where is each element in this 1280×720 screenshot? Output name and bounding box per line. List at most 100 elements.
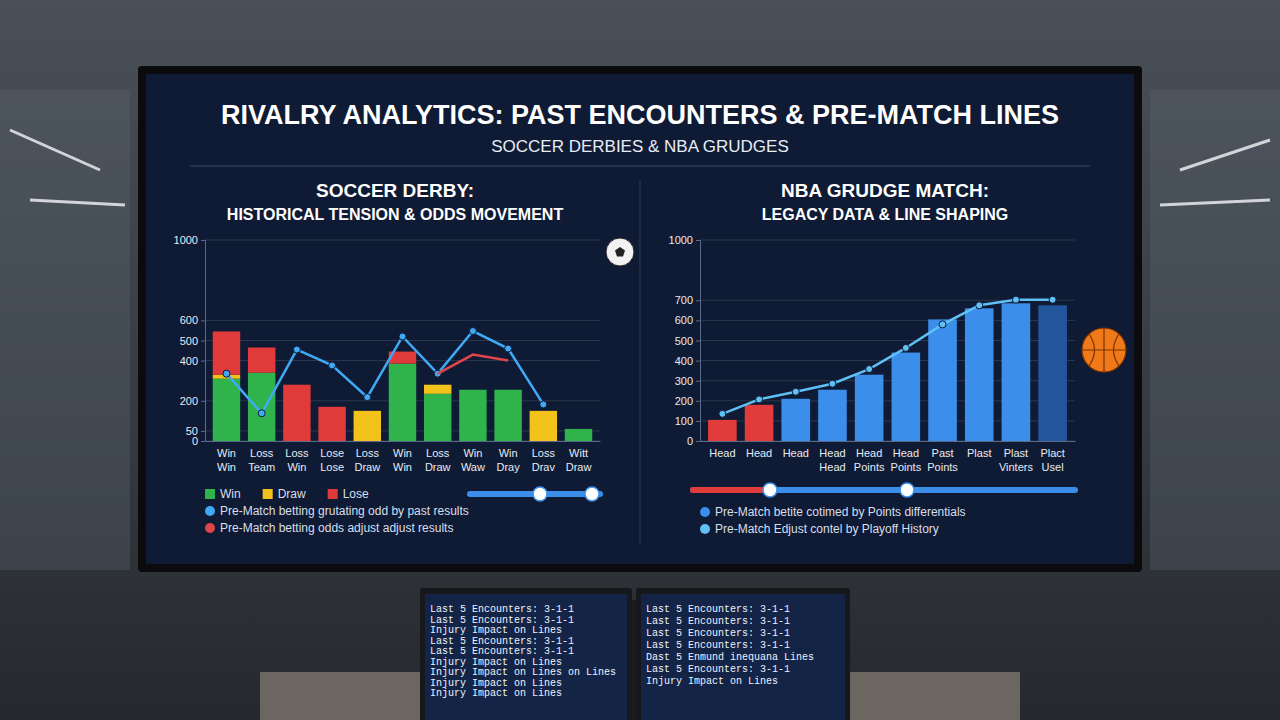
tick-label: Head: [819, 461, 845, 473]
bar: [855, 375, 884, 441]
tick-label: Points: [927, 461, 958, 473]
tick-label: Loss: [285, 447, 309, 459]
monitor-screen: [425, 594, 627, 720]
tick-label: Points: [854, 461, 885, 473]
tick-label: 400: [180, 355, 198, 367]
tick-label: 500: [180, 335, 198, 347]
tick: LoseLose: [320, 441, 344, 473]
tick: Head Points: [854, 441, 885, 473]
panel-title: SOCCER DERBY:: [316, 180, 474, 201]
ball-body: [1082, 328, 1126, 372]
line-marker: [829, 380, 836, 387]
tick-label: Witt: [569, 447, 588, 459]
tick-label: Team: [248, 461, 275, 473]
y-axis: 01002003004005006007001000: [669, 234, 701, 447]
tick-label: Past: [932, 447, 954, 459]
tick: LossWin: [285, 441, 309, 473]
tick-label: Draw: [425, 461, 451, 473]
bar: [424, 384, 451, 385]
tick-label: Loss: [356, 447, 380, 459]
line-marker: [329, 362, 336, 369]
bar: [1002, 303, 1031, 441]
bar: [283, 385, 310, 441]
bar: [1038, 305, 1067, 441]
tick-label: Head: [856, 447, 882, 459]
ball-patch: [615, 247, 625, 257]
bar: [818, 390, 847, 441]
monitor-line: Injury Impact on Lines: [646, 676, 778, 687]
tick-mark: [696, 240, 700, 241]
tick-label: 600: [180, 314, 198, 326]
monitor-line: Injury Impact on Lines on Lines: [430, 667, 616, 678]
tick-label: 50: [186, 425, 198, 437]
tick-mark: [696, 300, 700, 301]
tick: WinDray: [496, 441, 520, 473]
tick-label: Plast: [1004, 447, 1028, 459]
tick-label: Waw: [461, 461, 485, 473]
monitor-screen: [641, 594, 845, 720]
tick: LossDraw: [354, 441, 380, 473]
bar: [530, 410, 557, 411]
line: [438, 355, 508, 374]
bar: [354, 410, 381, 411]
slider-track: [693, 487, 1075, 493]
monitor-line: Last 5 Encounters: 3-1-1: [430, 615, 574, 626]
tick-mark: [201, 341, 205, 342]
tick: Head: [709, 441, 735, 459]
line-marker: [939, 321, 946, 328]
slider-track-red: [693, 487, 770, 493]
tick-label: 400: [675, 355, 693, 367]
tick: 200: [180, 395, 205, 407]
tick-label: 300: [675, 375, 693, 387]
monitor-line: Last 5 Encounters: 3-1-1: [646, 664, 790, 675]
grid-line: [205, 240, 600, 241]
line-marker: [792, 388, 799, 395]
x-axis: HeadHeadHeadHeadHeadHeadPointsHeadPoints…: [701, 441, 1076, 473]
legend-label: Draw: [278, 487, 306, 501]
tick: LossTeam: [248, 441, 275, 473]
tick-label: Plast: [967, 447, 991, 459]
legend-label: Pre-Match betite cotimed by Points diffe…: [715, 505, 966, 519]
bar: [389, 364, 416, 441]
tick: WinWin: [393, 441, 412, 473]
tick: 400: [675, 355, 700, 367]
monitor-line: Last 5 Encounters: 3-1-1: [646, 628, 790, 639]
tick: 400: [180, 355, 205, 367]
marks: [213, 328, 593, 441]
tick: 500: [180, 335, 205, 347]
bar: [565, 429, 592, 441]
line-marker: [469, 328, 476, 335]
tick: WinWin: [217, 441, 236, 473]
line-marker: [866, 366, 873, 373]
tick-label: Head: [709, 447, 735, 459]
tick: 1000: [174, 234, 205, 246]
tick-label: 200: [180, 395, 198, 407]
bar: [354, 411, 381, 441]
bar: [892, 353, 921, 441]
monitor-line: Last 5 Encounters: 3-1-1: [646, 640, 790, 651]
legend-label: Pre-Match betting odds adjust adjust res…: [220, 521, 453, 535]
legend: WinDrawLosePre-Match betting grutating o…: [205, 487, 469, 535]
glass-wall-left: [0, 90, 130, 570]
tick-mark: [201, 240, 205, 241]
bar: [708, 420, 737, 441]
tick: 300: [675, 375, 700, 387]
tick: Head: [746, 441, 772, 459]
bar: [745, 405, 774, 441]
tick-label: Draw: [566, 461, 592, 473]
tick-label: Win: [393, 447, 412, 459]
tick-label: Head: [893, 447, 919, 459]
monitor-line: Injury Impact on Lines: [430, 688, 562, 699]
tick-label: 700: [675, 294, 693, 306]
monitor-line: Last 5 Encounters: 3-1-1: [430, 646, 574, 657]
tick-label: Drav: [532, 461, 556, 473]
bar: [494, 389, 521, 390]
tick-label: Head: [783, 447, 809, 459]
tick-label: Loss: [426, 447, 450, 459]
bar: [424, 385, 451, 394]
tick-label: Win: [463, 447, 482, 459]
bar: [781, 399, 810, 441]
marks: [708, 296, 1067, 441]
grid: [205, 240, 600, 441]
panel-subtitle: HISTORICAL TENSION & ODDS MOVEMENT: [227, 206, 564, 223]
